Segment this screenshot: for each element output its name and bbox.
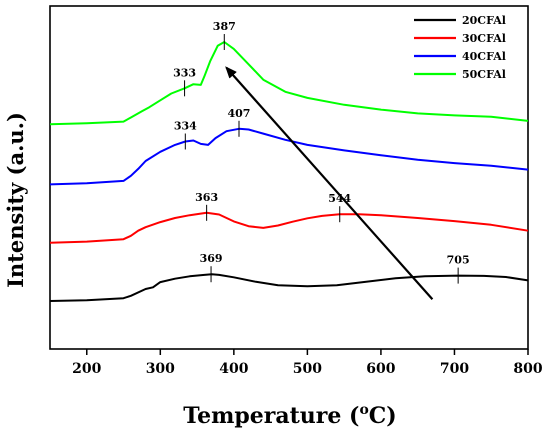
- x-tick-label-600: 600: [366, 361, 395, 377]
- series-line-50CFAl: [49, 41, 529, 126]
- x-tick-label-300: 300: [146, 361, 175, 377]
- x-axis-label-sup: o: [359, 402, 368, 418]
- x-tick-label-800: 800: [513, 361, 542, 377]
- x-tick-label-500: 500: [293, 361, 322, 377]
- legend-label-20CFAl: 20CFAl: [462, 14, 506, 27]
- x-axis-label: Temperature (oC): [183, 402, 396, 429]
- series-line-20CFAl: [49, 273, 529, 302]
- peak-label-387: 387: [213, 20, 236, 33]
- peak-label-705: 705: [447, 254, 470, 267]
- y-axis-label: Intensity (a.u.): [3, 112, 28, 288]
- legend-label-30CFAl: 30CFAl: [462, 32, 506, 45]
- legend-label-50CFAl: 50CFAl: [462, 68, 506, 81]
- x-tick-label-700: 700: [440, 361, 469, 377]
- x-tick-label-400: 400: [219, 361, 248, 377]
- peak-label-407: 407: [228, 107, 251, 120]
- peak-label-334: 334: [174, 119, 197, 132]
- peak-label-363: 363: [195, 191, 218, 204]
- series-line-30CFAl: [49, 211, 529, 244]
- x-tick-label-200: 200: [72, 361, 101, 377]
- peak-label-369: 369: [200, 252, 223, 265]
- plot-frame: [49, 5, 529, 350]
- trend-arrow: [225, 66, 434, 300]
- peak-label-333: 333: [173, 66, 196, 79]
- legend-label-40CFAl: 40CFAl: [462, 50, 506, 63]
- series-line-40CFAl: [49, 127, 529, 186]
- x-axis-label-text: Temperature (: [183, 403, 359, 429]
- x-axis-label-unit: C): [369, 403, 397, 429]
- legend: 20CFAl 30CFAl 40CFAl 50CFAl: [414, 14, 506, 81]
